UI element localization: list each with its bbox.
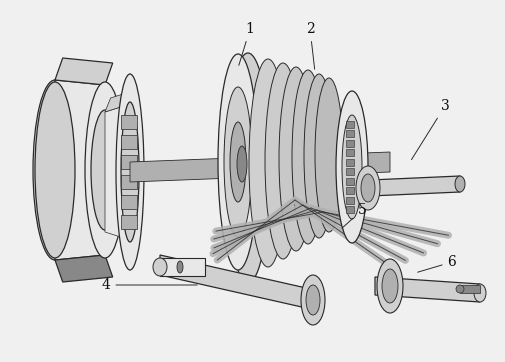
Polygon shape [105,90,135,112]
Polygon shape [55,80,105,260]
Text: 4: 4 [102,278,197,292]
Bar [345,178,353,185]
Bar [121,195,137,209]
Bar [345,206,353,213]
Bar [345,130,353,137]
Ellipse shape [376,259,402,313]
Ellipse shape [230,122,245,202]
Ellipse shape [121,102,139,242]
Bar [121,175,137,189]
Ellipse shape [265,63,300,259]
Ellipse shape [356,166,379,210]
Polygon shape [160,255,315,310]
Bar [121,135,137,149]
Ellipse shape [116,74,144,270]
Bar [345,121,353,128]
Ellipse shape [248,59,286,267]
Polygon shape [369,176,459,196]
Ellipse shape [33,80,77,260]
Text: 1: 1 [238,22,254,66]
Ellipse shape [291,70,323,244]
Bar [345,140,353,147]
Ellipse shape [455,285,463,293]
Ellipse shape [335,91,367,243]
Bar [121,115,137,129]
Ellipse shape [278,67,313,251]
Bar [160,258,205,276]
Ellipse shape [177,261,183,273]
Bar [121,215,137,229]
Ellipse shape [315,78,342,232]
Text: 2: 2 [305,22,314,69]
Bar [345,197,353,204]
Polygon shape [130,152,389,182]
Bar [121,155,137,169]
Text: 5: 5 [341,203,366,228]
Polygon shape [55,58,113,85]
Ellipse shape [381,269,397,303]
Ellipse shape [454,176,464,192]
Ellipse shape [360,174,374,202]
Ellipse shape [91,110,119,230]
Bar [459,285,479,293]
Polygon shape [55,255,113,282]
Ellipse shape [35,82,75,258]
Bar [345,168,353,175]
Ellipse shape [473,284,485,302]
Ellipse shape [218,54,258,270]
Ellipse shape [341,115,361,219]
Bar [345,187,353,194]
Polygon shape [105,104,130,240]
Ellipse shape [85,82,125,258]
Ellipse shape [153,258,167,276]
Text: 6: 6 [417,255,456,272]
Ellipse shape [304,74,333,238]
Polygon shape [374,277,479,302]
Ellipse shape [226,53,270,283]
Text: 3: 3 [411,99,448,160]
Bar [345,149,353,156]
Ellipse shape [236,146,246,182]
Bar [345,159,353,166]
Ellipse shape [306,285,319,315]
Ellipse shape [224,87,251,237]
Ellipse shape [300,275,324,325]
